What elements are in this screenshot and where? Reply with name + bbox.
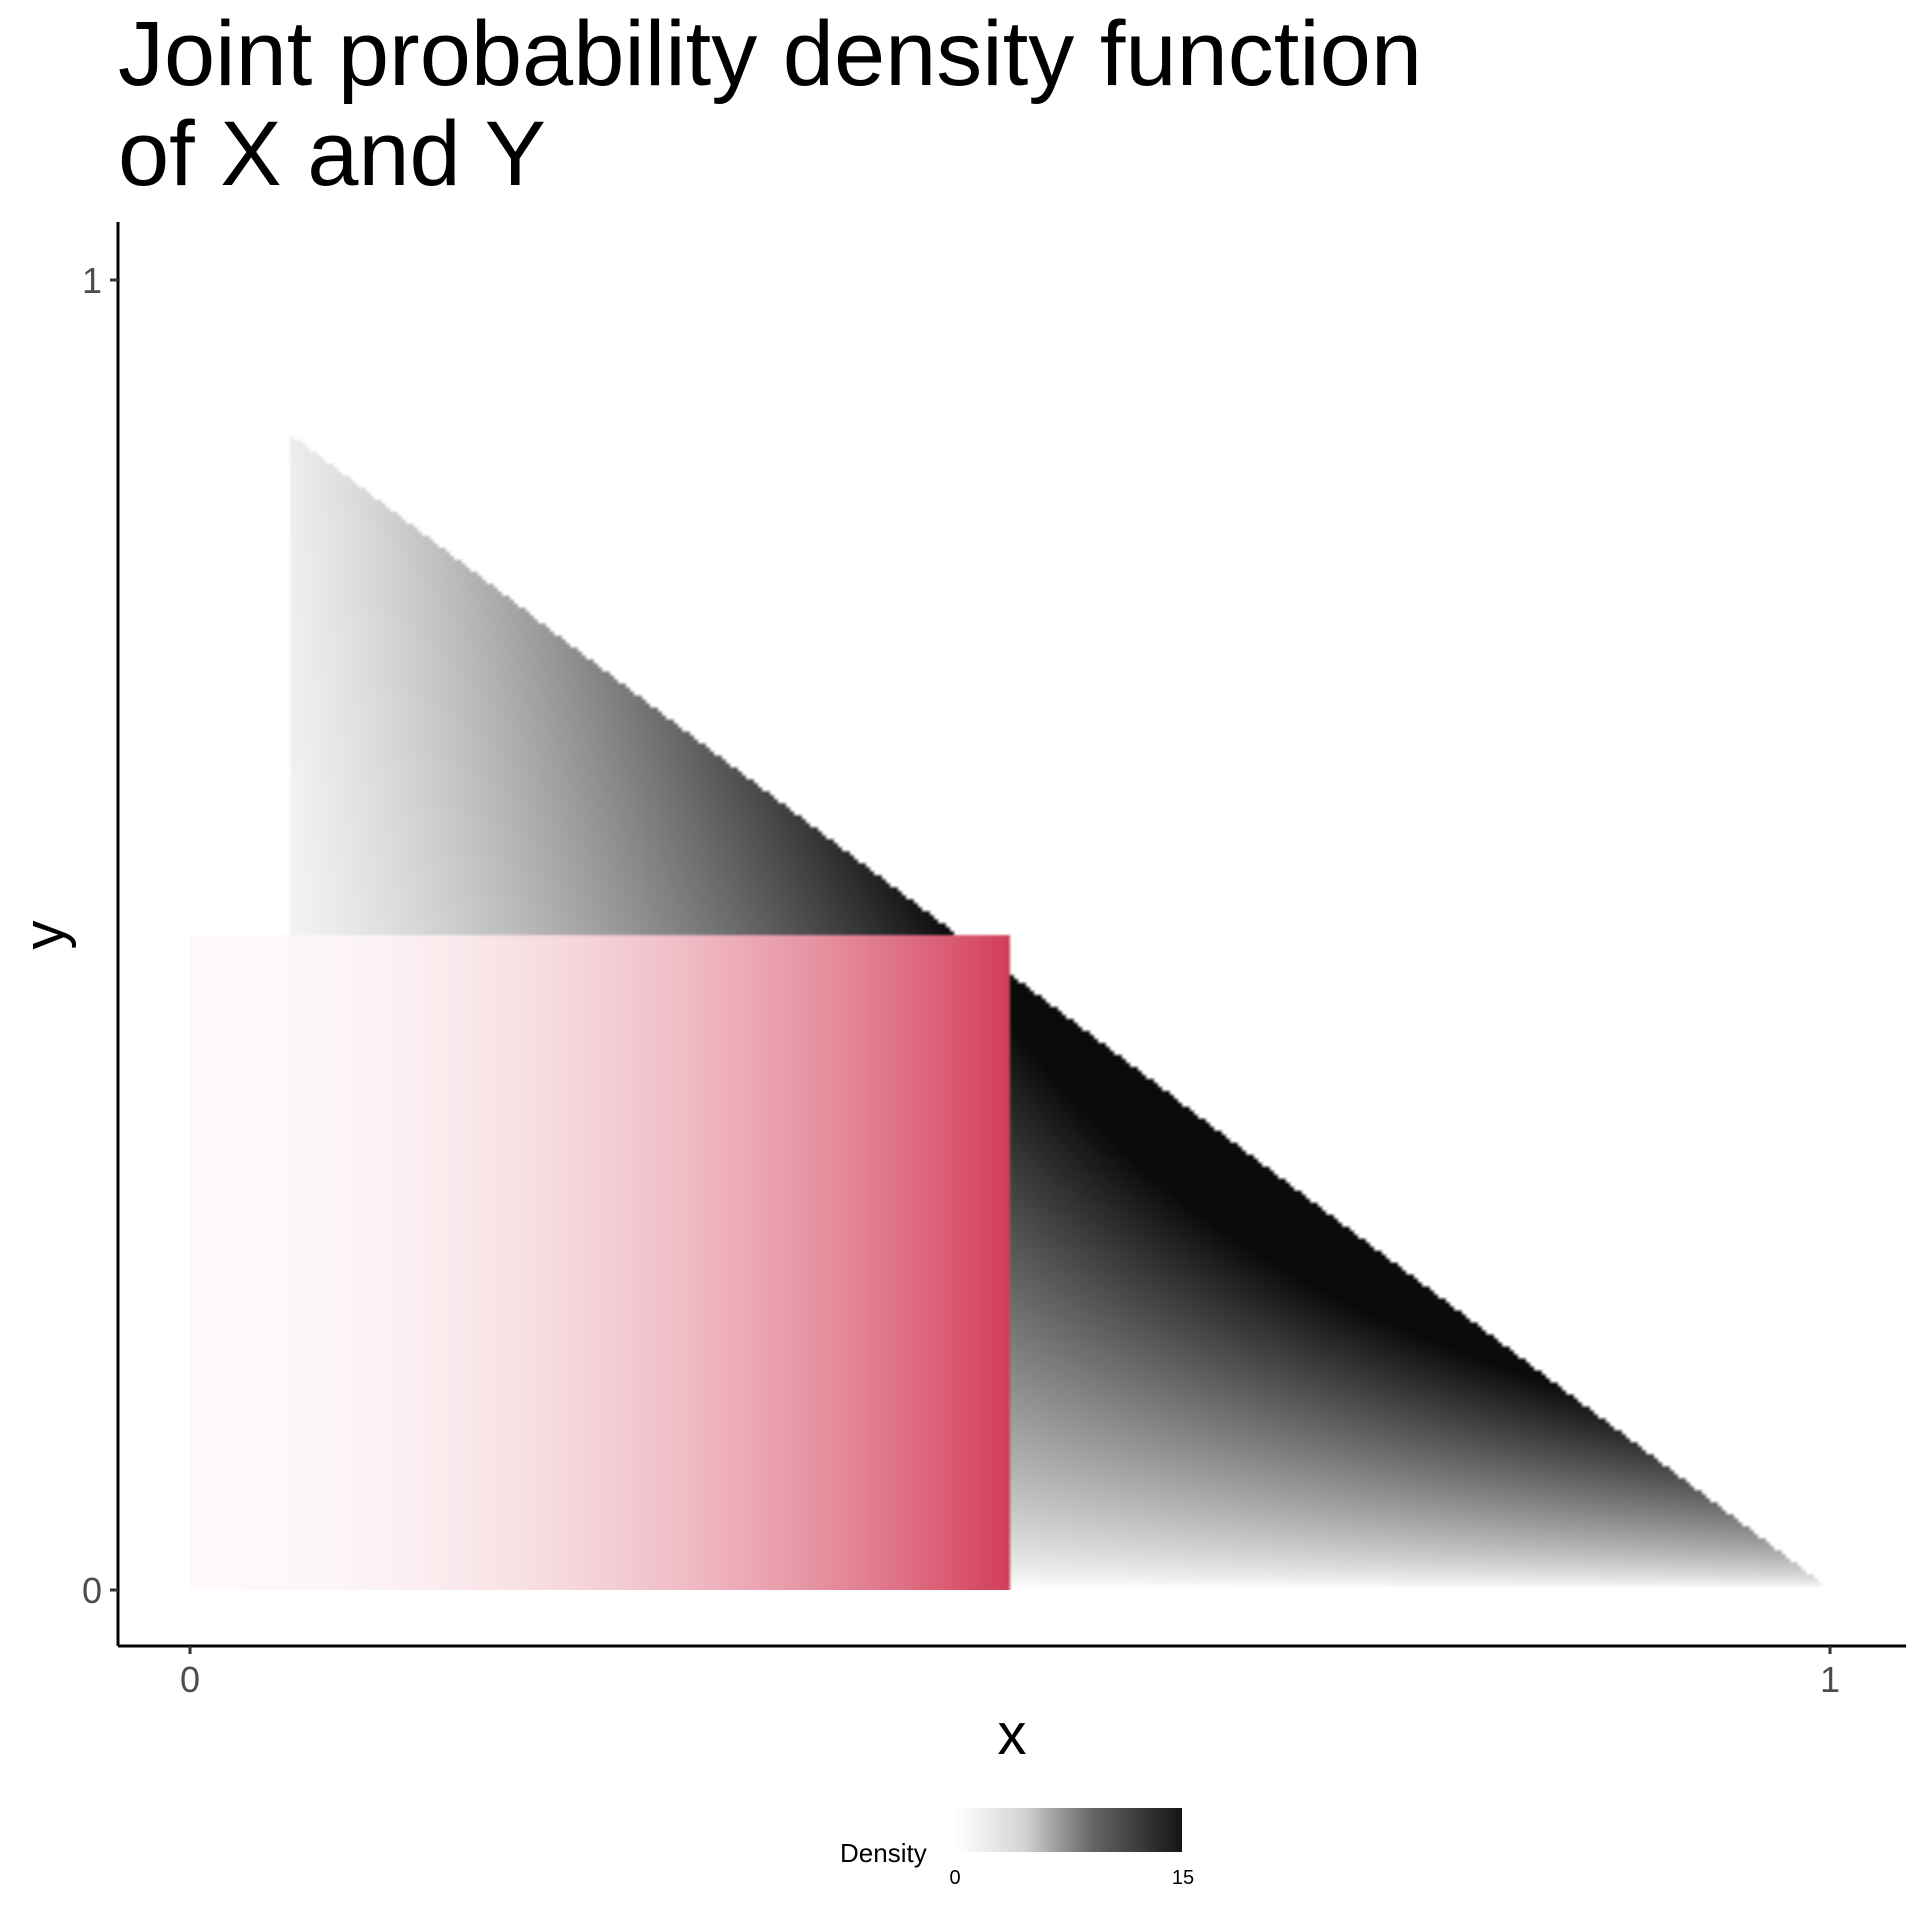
density-triangle (190, 280, 1830, 1590)
x-axis-title: x (998, 1702, 1027, 1767)
y-tick-label-0: 0 (82, 1570, 102, 1611)
chart-title-line-1: Joint probability density function (118, 3, 1423, 105)
legend-title: Density (840, 1838, 927, 1868)
x-tick-label-1: 1 (1820, 1659, 1840, 1700)
legend-label-min: 0 (949, 1867, 960, 1889)
chart-title: Joint probability density function of X … (118, 4, 1422, 204)
y-tick-label-1: 1 (82, 260, 102, 301)
y-axis-title: y (12, 921, 77, 950)
legend-label-max: 15 (1172, 1867, 1194, 1889)
chart-title-line-2: of X and Y (118, 103, 546, 205)
plot-panel (190, 280, 1830, 1590)
x-tick-label-0: 0 (180, 1659, 200, 1700)
legend-colorbar (955, 1808, 1183, 1852)
legend: Density 0 15 (840, 1808, 1194, 1889)
